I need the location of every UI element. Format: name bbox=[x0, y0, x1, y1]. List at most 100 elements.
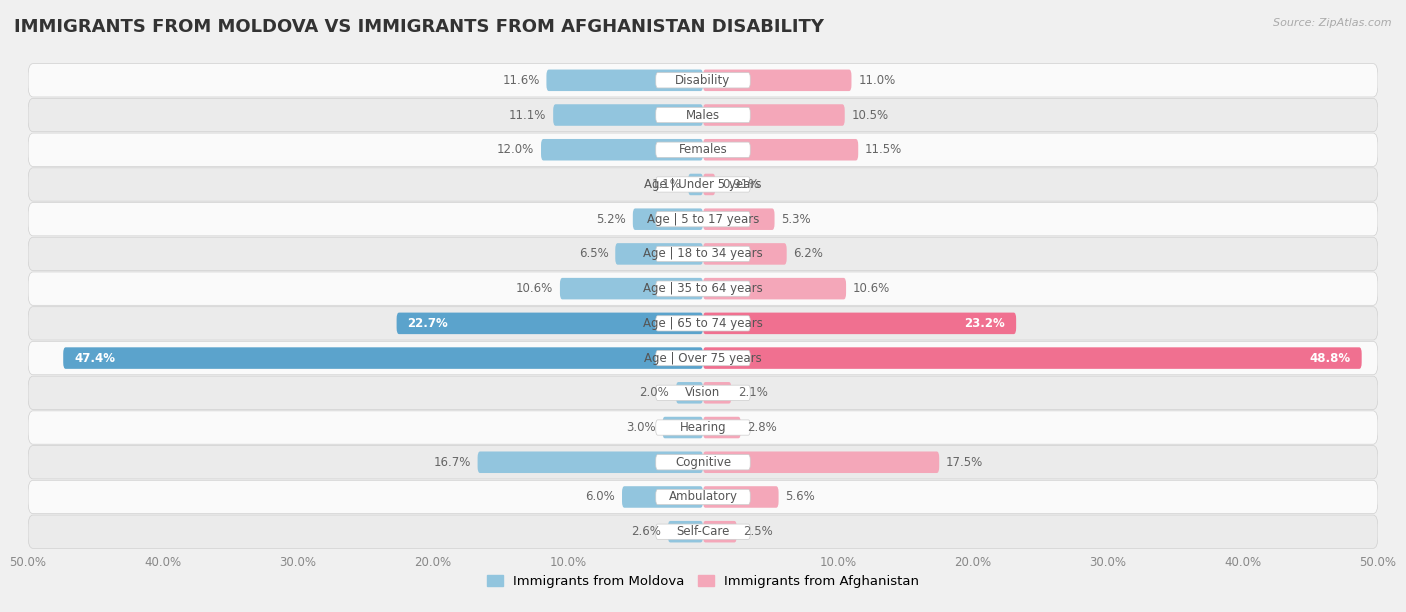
Text: 2.1%: 2.1% bbox=[738, 386, 768, 399]
FancyBboxPatch shape bbox=[28, 307, 1378, 340]
Text: Ambulatory: Ambulatory bbox=[668, 490, 738, 504]
FancyBboxPatch shape bbox=[703, 382, 731, 403]
FancyBboxPatch shape bbox=[703, 104, 845, 126]
FancyBboxPatch shape bbox=[703, 174, 716, 195]
FancyBboxPatch shape bbox=[655, 351, 751, 366]
FancyBboxPatch shape bbox=[28, 515, 1378, 548]
FancyBboxPatch shape bbox=[655, 420, 751, 435]
Text: 2.6%: 2.6% bbox=[631, 525, 661, 538]
FancyBboxPatch shape bbox=[541, 139, 703, 160]
FancyBboxPatch shape bbox=[621, 486, 703, 508]
Text: Disability: Disability bbox=[675, 74, 731, 87]
Text: 23.2%: 23.2% bbox=[965, 317, 1005, 330]
Text: 2.0%: 2.0% bbox=[640, 386, 669, 399]
FancyBboxPatch shape bbox=[703, 243, 787, 264]
FancyBboxPatch shape bbox=[553, 104, 703, 126]
Text: 12.0%: 12.0% bbox=[498, 143, 534, 156]
Text: 5.3%: 5.3% bbox=[782, 213, 811, 226]
FancyBboxPatch shape bbox=[703, 348, 1361, 369]
FancyBboxPatch shape bbox=[703, 139, 858, 160]
FancyBboxPatch shape bbox=[655, 177, 751, 192]
FancyBboxPatch shape bbox=[28, 341, 1378, 375]
FancyBboxPatch shape bbox=[655, 490, 751, 505]
FancyBboxPatch shape bbox=[668, 521, 703, 542]
FancyBboxPatch shape bbox=[28, 133, 1378, 166]
Text: 5.2%: 5.2% bbox=[596, 213, 626, 226]
FancyBboxPatch shape bbox=[28, 480, 1378, 513]
FancyBboxPatch shape bbox=[633, 209, 703, 230]
Text: 16.7%: 16.7% bbox=[433, 456, 471, 469]
Text: Vision: Vision bbox=[685, 386, 721, 399]
Text: 6.0%: 6.0% bbox=[585, 490, 616, 504]
Text: 11.0%: 11.0% bbox=[858, 74, 896, 87]
FancyBboxPatch shape bbox=[662, 417, 703, 438]
Text: 10.6%: 10.6% bbox=[516, 282, 553, 295]
Text: Source: ZipAtlas.com: Source: ZipAtlas.com bbox=[1274, 18, 1392, 28]
Text: 47.4%: 47.4% bbox=[75, 351, 115, 365]
FancyBboxPatch shape bbox=[655, 142, 751, 157]
Text: 6.5%: 6.5% bbox=[579, 247, 609, 261]
Text: Males: Males bbox=[686, 108, 720, 122]
FancyBboxPatch shape bbox=[655, 316, 751, 331]
FancyBboxPatch shape bbox=[28, 168, 1378, 201]
FancyBboxPatch shape bbox=[616, 243, 703, 264]
FancyBboxPatch shape bbox=[688, 174, 703, 195]
FancyBboxPatch shape bbox=[655, 385, 751, 400]
FancyBboxPatch shape bbox=[28, 99, 1378, 132]
FancyBboxPatch shape bbox=[703, 521, 737, 542]
FancyBboxPatch shape bbox=[655, 281, 751, 296]
FancyBboxPatch shape bbox=[28, 64, 1378, 97]
Text: 11.6%: 11.6% bbox=[502, 74, 540, 87]
Text: 10.5%: 10.5% bbox=[852, 108, 889, 122]
FancyBboxPatch shape bbox=[703, 278, 846, 299]
Text: 3.0%: 3.0% bbox=[626, 421, 655, 434]
FancyBboxPatch shape bbox=[28, 411, 1378, 444]
FancyBboxPatch shape bbox=[560, 278, 703, 299]
FancyBboxPatch shape bbox=[676, 382, 703, 403]
FancyBboxPatch shape bbox=[655, 212, 751, 227]
Text: 11.5%: 11.5% bbox=[865, 143, 903, 156]
FancyBboxPatch shape bbox=[703, 486, 779, 508]
Text: Age | 65 to 74 years: Age | 65 to 74 years bbox=[643, 317, 763, 330]
FancyBboxPatch shape bbox=[655, 455, 751, 470]
Text: 0.91%: 0.91% bbox=[723, 178, 759, 191]
Text: 10.6%: 10.6% bbox=[853, 282, 890, 295]
Text: 5.6%: 5.6% bbox=[786, 490, 815, 504]
Text: 1.1%: 1.1% bbox=[651, 178, 682, 191]
Legend: Immigrants from Moldova, Immigrants from Afghanistan: Immigrants from Moldova, Immigrants from… bbox=[481, 570, 925, 593]
Text: Hearing: Hearing bbox=[679, 421, 727, 434]
Text: 48.8%: 48.8% bbox=[1310, 351, 1351, 365]
FancyBboxPatch shape bbox=[703, 209, 775, 230]
FancyBboxPatch shape bbox=[655, 107, 751, 122]
FancyBboxPatch shape bbox=[396, 313, 703, 334]
FancyBboxPatch shape bbox=[28, 203, 1378, 236]
Text: Self-Care: Self-Care bbox=[676, 525, 730, 538]
Text: Age | Under 5 years: Age | Under 5 years bbox=[644, 178, 762, 191]
FancyBboxPatch shape bbox=[655, 524, 751, 539]
FancyBboxPatch shape bbox=[703, 452, 939, 473]
FancyBboxPatch shape bbox=[703, 417, 741, 438]
FancyBboxPatch shape bbox=[28, 446, 1378, 479]
Text: Cognitive: Cognitive bbox=[675, 456, 731, 469]
Text: Females: Females bbox=[679, 143, 727, 156]
Text: Age | 5 to 17 years: Age | 5 to 17 years bbox=[647, 213, 759, 226]
Text: IMMIGRANTS FROM MOLDOVA VS IMMIGRANTS FROM AFGHANISTAN DISABILITY: IMMIGRANTS FROM MOLDOVA VS IMMIGRANTS FR… bbox=[14, 18, 824, 36]
FancyBboxPatch shape bbox=[28, 272, 1378, 305]
FancyBboxPatch shape bbox=[703, 313, 1017, 334]
FancyBboxPatch shape bbox=[703, 70, 852, 91]
FancyBboxPatch shape bbox=[655, 246, 751, 261]
FancyBboxPatch shape bbox=[28, 237, 1378, 271]
Text: 2.5%: 2.5% bbox=[744, 525, 773, 538]
Text: 17.5%: 17.5% bbox=[946, 456, 983, 469]
FancyBboxPatch shape bbox=[28, 376, 1378, 409]
Text: Age | 35 to 64 years: Age | 35 to 64 years bbox=[643, 282, 763, 295]
Text: Age | Over 75 years: Age | Over 75 years bbox=[644, 351, 762, 365]
FancyBboxPatch shape bbox=[547, 70, 703, 91]
Text: 2.8%: 2.8% bbox=[748, 421, 778, 434]
Text: Age | 18 to 34 years: Age | 18 to 34 years bbox=[643, 247, 763, 261]
FancyBboxPatch shape bbox=[478, 452, 703, 473]
FancyBboxPatch shape bbox=[655, 73, 751, 88]
Text: 11.1%: 11.1% bbox=[509, 108, 547, 122]
Text: 22.7%: 22.7% bbox=[408, 317, 449, 330]
FancyBboxPatch shape bbox=[63, 348, 703, 369]
